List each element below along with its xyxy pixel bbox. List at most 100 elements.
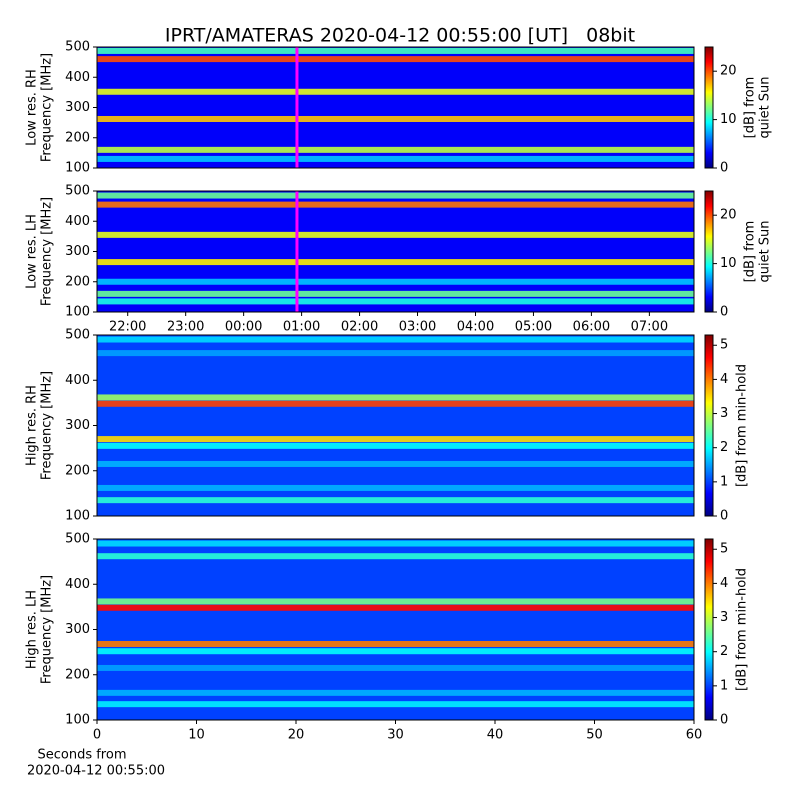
x-tick-label: 03:00 — [399, 320, 436, 335]
heatmap-band — [97, 115, 694, 122]
y-tick-label: 300 — [65, 418, 90, 433]
colorbar-label: quiet Sun — [758, 76, 773, 138]
x-tick-label: 04:00 — [457, 320, 494, 335]
y-tick-label: 100 — [65, 161, 90, 176]
y-tick-label: 100 — [65, 509, 90, 524]
y-tick-label: 200 — [65, 463, 90, 478]
heatmap-band — [97, 155, 694, 162]
colorbar-tick-label: 1 — [720, 678, 728, 693]
x-tick-label: 02:00 — [341, 320, 378, 335]
x-tick-label: 05:00 — [515, 320, 552, 335]
y-tick-label: 400 — [65, 214, 90, 229]
y-tick-label: 100 — [65, 305, 90, 320]
colorbar-label: quiet Sun — [758, 220, 773, 282]
heatmap-band — [97, 298, 694, 305]
heatmap-band — [97, 56, 694, 63]
x-tick-label: 20 — [288, 728, 305, 743]
colorbar-tick-label: 0 — [720, 509, 728, 524]
x-tick-label: 22:00 — [109, 320, 146, 335]
heatmap-band — [97, 497, 694, 504]
colorbar-tick-label: 5 — [720, 338, 728, 353]
heatmap-band — [97, 231, 694, 238]
heatmap-band — [97, 442, 694, 449]
colorbar-tick-label: 4 — [720, 372, 728, 387]
colorbar-tick-label: 10 — [720, 256, 737, 271]
heatmap-band — [97, 350, 694, 357]
heatmap-band — [97, 259, 694, 266]
y-tick-label: 400 — [65, 70, 90, 85]
y-tick-label: 300 — [65, 100, 90, 115]
heatmap-band — [97, 484, 694, 491]
colorbar-tick-label: 3 — [720, 610, 728, 625]
x-tick-label: 50 — [586, 728, 603, 743]
y-tick-label: 400 — [65, 373, 90, 388]
y-tick-label: 100 — [65, 713, 90, 728]
y-tick-label: 500 — [65, 532, 90, 547]
y-axis-label: Frequency [MHz] — [40, 371, 55, 480]
colorbar-tick-label: 5 — [720, 542, 728, 557]
y-axis-label: High res. LH — [25, 590, 40, 669]
x-axis-label: 2020-04-12 00:55:00 — [27, 764, 165, 779]
x-tick-label: 23:00 — [167, 320, 204, 335]
heatmap-band — [97, 201, 694, 208]
y-tick-label: 200 — [65, 130, 90, 145]
colorbar-tick-label: 3 — [720, 406, 728, 421]
colorbar — [704, 334, 714, 517]
x-axis-label: Seconds from — [37, 748, 126, 763]
heatmap-band — [97, 689, 694, 696]
heatmap-band — [97, 540, 694, 547]
colorbar-tick-label: 0 — [720, 305, 728, 320]
heatmap-band — [97, 664, 694, 671]
heatmap-band — [97, 47, 694, 54]
y-axis-label: Low res. RH — [25, 69, 40, 146]
y-tick-label: 200 — [65, 667, 90, 682]
x-tick-label: 10 — [188, 728, 205, 743]
y-tick-label: 500 — [65, 328, 90, 343]
colorbar — [704, 190, 714, 313]
heatmap-band — [97, 436, 694, 443]
y-tick-label: 400 — [65, 577, 90, 592]
colorbar-label: [dB] from — [743, 77, 758, 139]
heatmap-band — [97, 553, 694, 560]
y-axis-label: Low res. LH — [25, 214, 40, 289]
heatmap-band — [97, 290, 694, 297]
x-tick-label: 07:00 — [631, 320, 668, 335]
heatmap-band — [97, 640, 694, 647]
heatmap-band — [97, 604, 694, 611]
colorbar-tick-label: 2 — [720, 440, 728, 455]
x-tick-label: 60 — [686, 728, 703, 743]
colorbar-tick-label: 0 — [720, 713, 728, 728]
colorbar-tick-label: 20 — [720, 64, 737, 79]
heatmap-background — [97, 539, 694, 720]
y-axis-label: Frequency [MHz] — [40, 197, 55, 306]
heatmap-band — [97, 336, 694, 343]
colorbar — [704, 46, 714, 169]
x-tick-label: 06:00 — [573, 320, 610, 335]
colorbar-tick-label: 1 — [720, 474, 728, 489]
y-tick-label: 500 — [65, 40, 90, 55]
colorbar — [704, 538, 714, 721]
heatmap-band — [97, 278, 694, 285]
heatmap-band — [97, 146, 694, 153]
colorbar-label: [dB] from — [743, 221, 758, 283]
y-tick-label: 300 — [65, 244, 90, 259]
colorbar-label: [dB] from min-hold — [735, 364, 750, 487]
x-tick-label: 40 — [487, 728, 504, 743]
x-tick-label: 30 — [387, 728, 404, 743]
heatmap-band — [97, 88, 694, 95]
heatmap-band — [97, 192, 694, 199]
figure-title: IPRT/AMATERAS 2020-04-12 00:55:00 [UT] 0… — [165, 25, 635, 47]
colorbar-tick-label: 10 — [720, 112, 737, 127]
colorbar-tick-label: 2 — [720, 644, 728, 659]
heatmap-band — [97, 648, 694, 655]
heatmap-band — [97, 701, 694, 708]
y-tick-label: 500 — [65, 184, 90, 199]
x-tick-label: 0 — [93, 728, 101, 743]
y-tick-label: 200 — [65, 274, 90, 289]
y-axis-label: Frequency [MHz] — [40, 575, 55, 684]
colorbar-tick-label: 0 — [720, 161, 728, 176]
heatmap-band — [97, 460, 694, 467]
x-tick-label: 00:00 — [225, 320, 262, 335]
y-tick-label: 300 — [65, 622, 90, 637]
